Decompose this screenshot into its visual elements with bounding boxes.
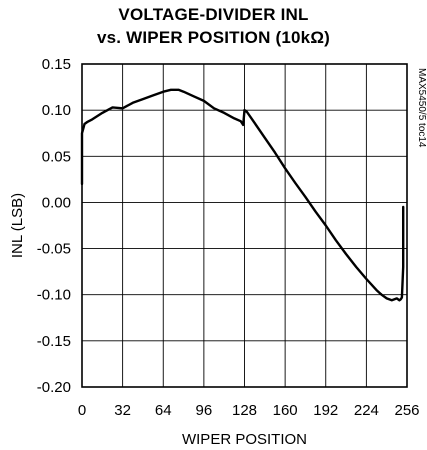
- figure-id-watermark: MAX5450/5 toc14: [416, 68, 427, 148]
- x-tick-label: 32: [114, 402, 131, 419]
- x-tick-label: 128: [232, 402, 257, 419]
- series-line-inl: [80, 88, 405, 302]
- y-tick-label: -0.10: [37, 287, 71, 304]
- x-tick-label: 96: [196, 402, 213, 419]
- x-tick-label: 64: [155, 402, 172, 419]
- x-axis-ticks: 0 32 64 96 128 160 192 224 256: [78, 402, 420, 419]
- y-tick-label: 0.15: [42, 56, 71, 73]
- x-tick-label: 256: [394, 402, 419, 419]
- x-axis-label: WIPER POSITION: [182, 431, 307, 448]
- x-tick-label: 224: [354, 402, 379, 419]
- chart-title-line-1: VOLTAGE-DIVIDER INL: [118, 5, 309, 24]
- y-axis-label: INL (LSB): [9, 193, 26, 258]
- y-tick-label: 0.05: [42, 148, 71, 165]
- y-tick-label: -0.05: [37, 241, 71, 258]
- x-tick-label: 192: [313, 402, 338, 419]
- x-tick-label: 0: [78, 402, 86, 419]
- y-tick-label: 0.10: [42, 102, 71, 119]
- y-tick-label: -0.20: [37, 379, 71, 396]
- y-axis-ticks: 0.15 0.10 0.05 0.00 -0.05 -0.10 -0.15 -0.20: [37, 56, 71, 396]
- plot-area-frame: [81, 63, 408, 388]
- x-tick-label: 160: [273, 402, 298, 419]
- y-tick-label: -0.15: [37, 333, 71, 350]
- chart-title-line-2: vs. WIPER POSITION (10kΩ): [96, 28, 331, 47]
- y-tick-label: 0.00: [42, 194, 71, 211]
- chart-title: VOLTAGE-DIVIDER INL vs. WIPER POSITION (…: [0, 3, 427, 49]
